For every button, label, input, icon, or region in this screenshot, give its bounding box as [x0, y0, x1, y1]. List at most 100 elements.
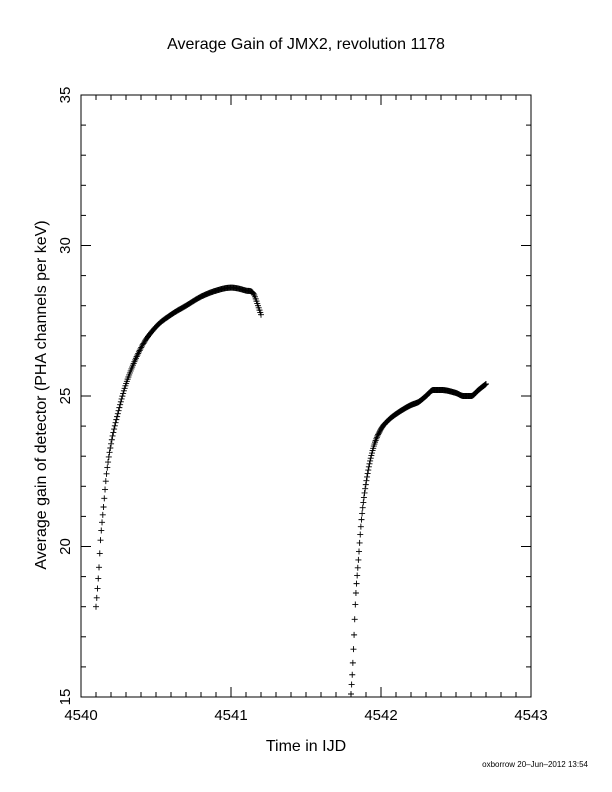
data-point-marker: [112, 419, 119, 426]
data-point-marker: [114, 413, 121, 420]
data-point-marker: [367, 455, 374, 462]
data-point-marker: [363, 477, 370, 484]
x-tick-label: 4540: [64, 707, 97, 724]
y-tick-label: 25: [57, 388, 74, 405]
data-markers: [93, 284, 489, 697]
data-point-marker: [96, 550, 103, 557]
data-point-marker: [107, 444, 114, 451]
data-point-marker: [96, 564, 103, 571]
data-point-marker: [368, 452, 375, 459]
chart-title: Average Gain of JMX2, revolution 1178: [167, 36, 445, 53]
data-point-marker: [348, 690, 354, 697]
data-point-marker: [118, 395, 125, 402]
data-point-marker: [94, 585, 101, 592]
data-point-marker: [354, 572, 361, 579]
data-point-marker: [373, 435, 380, 442]
data-point-marker: [114, 410, 121, 417]
data-point-marker: [99, 511, 106, 518]
data-point-marker: [115, 407, 122, 414]
data-point-marker: [373, 434, 380, 441]
data-point-marker: [116, 404, 123, 411]
data-point-marker: [120, 390, 127, 397]
data-point-marker: [137, 345, 144, 352]
data-point-marker: [139, 341, 146, 348]
data-point-marker: [349, 671, 356, 678]
data-point-marker: [362, 481, 369, 488]
y-tick-label: 30: [57, 237, 74, 254]
data-point-marker: [358, 516, 365, 523]
data-point-marker: [99, 519, 106, 526]
data-point-marker: [108, 440, 115, 447]
data-point-marker: [113, 416, 120, 423]
data-point-marker: [119, 393, 126, 400]
data-point-marker: [258, 311, 264, 318]
data-point-marker: [482, 381, 489, 388]
data-point-marker: [483, 380, 489, 387]
data-point-marker: [356, 548, 363, 555]
y-tick-label: 35: [57, 87, 74, 104]
data-point-marker: [352, 601, 359, 608]
data-point-marker: [356, 539, 363, 546]
data-point-marker: [135, 350, 142, 357]
data-point-marker: [97, 537, 104, 544]
data-point-marker: [101, 495, 108, 502]
footer-stamp: oxborrow 20–Jun–2012 13:54: [482, 760, 588, 769]
x-tick-label: 4541: [214, 707, 247, 724]
data-point-marker: [109, 432, 116, 439]
data-point-marker: [365, 467, 372, 474]
data-point-marker: [354, 564, 361, 571]
data-point-marker: [360, 499, 367, 506]
data-point-marker: [93, 603, 99, 610]
data-point-marker: [140, 340, 147, 347]
data-point-marker: [361, 489, 368, 496]
data-point-marker: [138, 344, 145, 351]
data-point-marker: [364, 470, 371, 477]
data-point-marker: [120, 387, 127, 394]
data-point-marker: [136, 347, 143, 354]
data-point-marker: [362, 485, 369, 492]
data-point-marker: [364, 473, 371, 480]
data-point-marker: [359, 510, 366, 517]
data-point-marker: [138, 343, 145, 350]
data-point-marker: [365, 463, 372, 470]
data-point-marker: [348, 681, 355, 688]
data-point-marker: [105, 459, 112, 466]
data-point-marker: [105, 453, 112, 460]
data-point-marker: [93, 594, 100, 601]
data-point-marker: [360, 494, 367, 501]
data-point-marker: [357, 531, 364, 538]
x-tick-label: 4543: [514, 707, 547, 724]
data-point-marker: [100, 503, 107, 510]
data-point-marker: [95, 575, 102, 582]
data-point-marker: [106, 449, 113, 456]
data-point-marker: [104, 464, 111, 471]
data-point-marker: [102, 478, 109, 485]
data-point-marker: [111, 426, 118, 433]
data-point-marker: [111, 422, 118, 429]
y-tick-label: 15: [57, 689, 74, 706]
data-point-marker: [108, 436, 115, 443]
data-point-marker: [117, 401, 124, 408]
data-point-marker: [349, 659, 356, 666]
data-point-marker: [359, 504, 366, 511]
data-point-marker: [250, 290, 257, 297]
data-point-marker: [110, 429, 117, 436]
data-point-marker: [350, 646, 357, 653]
data-point-marker: [357, 523, 364, 530]
data-point-marker: [351, 631, 358, 638]
axis-tick-labels: 4540 4541 4542 4543 15 20 25 30 35: [57, 87, 548, 724]
y-axis-label: Average gain of detector (PHA channels p…: [33, 220, 50, 570]
data-point-marker: [98, 527, 105, 534]
data-point-marker: [481, 381, 488, 388]
data-point-marker: [352, 590, 359, 597]
data-point-marker: [351, 616, 358, 623]
axis-ticks: [80, 94, 532, 698]
data-point-marker: [117, 398, 124, 405]
data-point-marker: [102, 486, 109, 493]
data-point-marker: [353, 580, 360, 587]
data-point-marker: [367, 457, 374, 464]
data-point-marker: [366, 460, 373, 467]
data-point-marker: [355, 556, 362, 563]
data-point-marker: [374, 432, 381, 439]
